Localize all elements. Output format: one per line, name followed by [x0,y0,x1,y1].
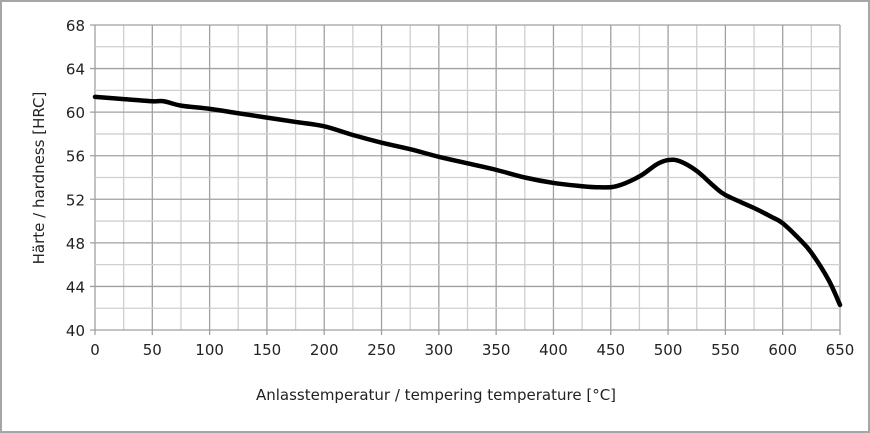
y-tick-label: 56 [66,148,85,166]
y-tick-label: 44 [66,278,85,296]
x-tick-label: 300 [425,341,454,359]
y-tick-label: 48 [66,235,85,253]
x-tick-label: 400 [539,341,568,359]
y-tick-label: 60 [66,104,85,122]
tick-labels: 0 50 100 150 200 250 300 350 400 450 500 550 600 650 4… [66,17,854,359]
x-axis-label: Anlasstemperatur / tempering temperature… [256,386,616,404]
x-tick-label: 50 [143,341,162,359]
y-tick-label: 68 [66,17,85,35]
x-tick-label: 550 [711,341,740,359]
x-tick-label: 250 [367,341,396,359]
y-tick-label: 52 [66,191,85,209]
grid [90,24,841,335]
x-tick-label: 200 [310,341,339,359]
x-tick-label: 650 [826,341,855,359]
x-tick-label: 100 [195,341,224,359]
x-tick-label: 500 [654,341,683,359]
x-tick-label: 600 [768,341,797,359]
y-tick-label: 40 [66,322,85,340]
x-tick-label: 350 [482,341,511,359]
x-tick-label: 450 [596,341,625,359]
series-line-hardness [92,94,843,308]
x-tick-label: 150 [253,341,282,359]
y-axis-label: Härte / hardness [HRC] [30,92,48,265]
y-tick-label: 64 [66,61,85,79]
x-tick-label: 0 [90,341,100,359]
